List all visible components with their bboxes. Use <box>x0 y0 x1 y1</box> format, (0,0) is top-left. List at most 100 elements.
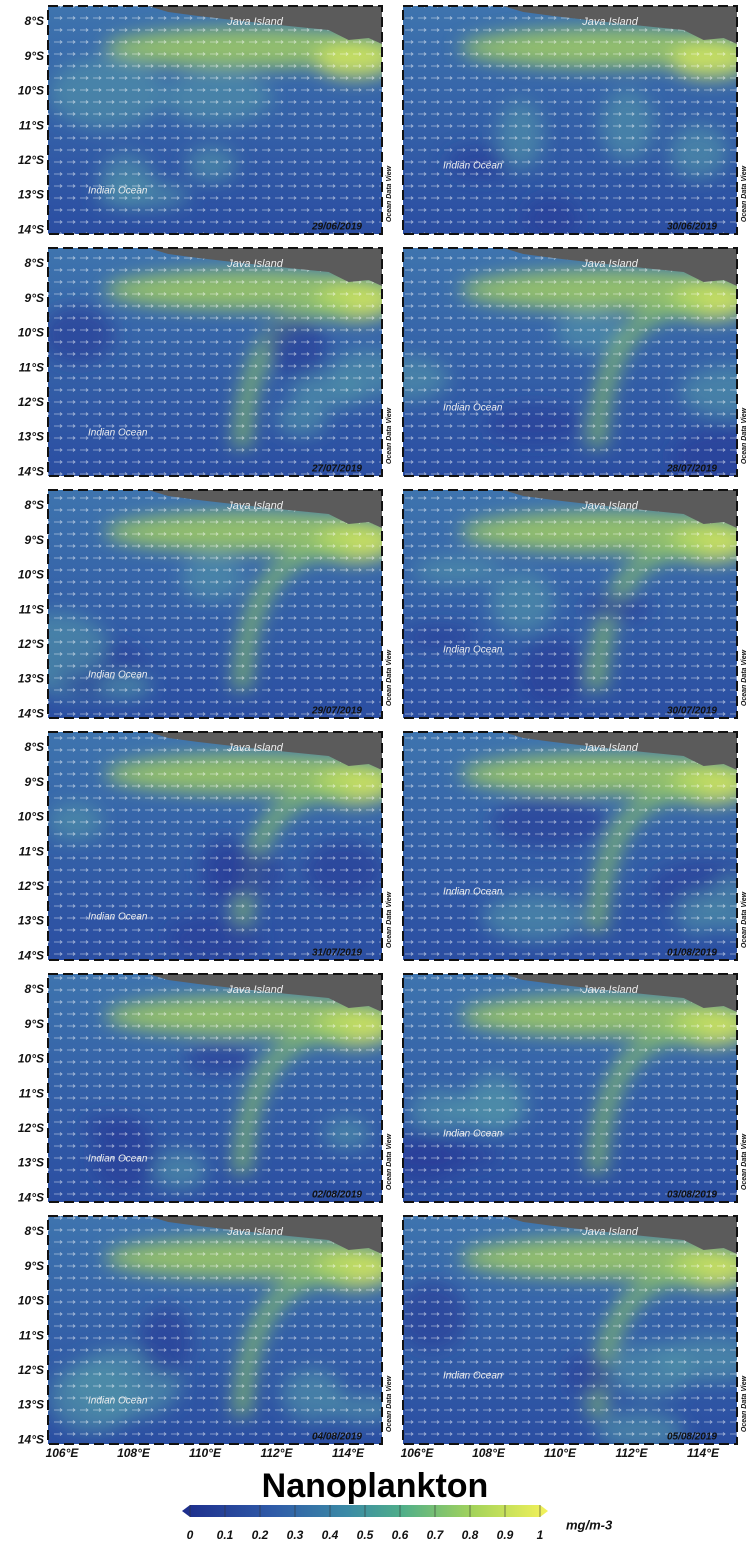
panel-frame <box>47 1215 383 1445</box>
lat-label: 14°S <box>18 464 44 478</box>
credit-label: Ocean Data View <box>741 1133 746 1190</box>
lat-label: 8°S <box>25 256 44 270</box>
panel-frame <box>402 731 738 961</box>
current-vectors <box>48 490 382 718</box>
date-label: 04/08/2019 <box>312 1432 362 1443</box>
panel-frame <box>47 5 383 235</box>
colorbar-tick-label: 0.9 <box>497 1528 514 1542</box>
ocean-label: Indian Ocean <box>88 1396 148 1407</box>
lat-label: 8°S <box>25 982 44 996</box>
lon-label: 112°E <box>616 1446 649 1460</box>
java-island <box>503 974 737 1012</box>
ocean-label: Indian Ocean <box>443 645 503 656</box>
lon-label: 108°E <box>472 1446 506 1460</box>
lon-label: 106°E <box>401 1446 435 1460</box>
java-island <box>503 6 737 44</box>
lat-label: 9°S <box>25 1017 44 1031</box>
map-panel <box>48 974 382 1202</box>
lat-label: 13°S <box>18 1156 44 1170</box>
current-vectors <box>403 1216 737 1444</box>
ocean-label: Indian Ocean <box>443 887 503 898</box>
map-panel <box>403 6 737 234</box>
lon-label: 112°E <box>261 1446 294 1460</box>
lat-label: 14°S <box>18 706 44 720</box>
colorbar-tick-label: 0 <box>187 1528 194 1542</box>
lat-label: 11°S <box>19 1086 44 1100</box>
credit-label: Ocean Data View <box>386 1133 393 1190</box>
date-label: 30/06/2019 <box>667 222 717 233</box>
land-label: Java Island <box>226 984 284 996</box>
date-label: 28/07/2019 <box>666 464 717 475</box>
panel-frame <box>402 247 738 477</box>
current-vectors <box>403 974 737 1202</box>
lat-label: 14°S <box>18 222 44 236</box>
current-vectors <box>48 248 382 476</box>
map-panel <box>403 490 737 718</box>
land-label: Java Island <box>581 16 639 28</box>
land-label: Java Island <box>581 742 639 754</box>
lat-label: 9°S <box>25 291 44 305</box>
map-panel <box>48 248 382 476</box>
lat-label: 12°S <box>18 153 44 167</box>
colorbar-title: Nanoplankton <box>262 1467 489 1505</box>
java-island <box>503 490 737 528</box>
lat-label: 10°S <box>18 84 44 98</box>
credit-label: Ocean Data View <box>386 649 393 706</box>
lat-label: 11°S <box>19 118 44 132</box>
current-vectors <box>48 974 382 1202</box>
lat-label: 8°S <box>25 740 44 754</box>
colorbar-tick-label: 0.7 <box>427 1528 445 1542</box>
ocean-label: Indian Ocean <box>88 912 148 923</box>
ocean-label: Indian Ocean <box>443 1371 503 1382</box>
lat-label: 13°S <box>18 430 44 444</box>
colorbar-tick-label: 0.5 <box>357 1528 374 1542</box>
lat-label: 9°S <box>25 1259 44 1273</box>
colorbar-tick-label: 0.4 <box>322 1528 339 1542</box>
java-island <box>503 732 737 770</box>
current-vectors <box>48 732 382 960</box>
land-label: Java Island <box>226 1226 284 1238</box>
current-vectors <box>48 6 382 234</box>
date-label: 05/08/2019 <box>667 1432 717 1443</box>
lon-label: 110°E <box>544 1446 577 1460</box>
panel-frame <box>47 731 383 961</box>
credit-label: Ocean Data View <box>741 1375 746 1432</box>
credit-label: Ocean Data View <box>741 891 746 948</box>
lat-label: 12°S <box>18 395 44 409</box>
map-panel <box>48 732 382 960</box>
date-label: 27/07/2019 <box>311 464 362 475</box>
ocean-label: Indian Ocean <box>88 1154 148 1165</box>
lat-label: 11°S <box>19 1328 44 1342</box>
lat-label: 14°S <box>18 1432 44 1446</box>
ocean-label: Indian Ocean <box>88 186 148 197</box>
land-label: Java Island <box>226 742 284 754</box>
colorbar-tick-label: 0.8 <box>462 1528 479 1542</box>
lat-label: 10°S <box>18 1294 44 1308</box>
date-label: 01/08/2019 <box>667 948 717 959</box>
java-island <box>148 974 382 1012</box>
map-panel <box>403 248 737 476</box>
land-label: Java Island <box>226 16 284 28</box>
date-label: 02/08/2019 <box>312 1190 362 1201</box>
panel-frame <box>402 489 738 719</box>
lon-label: 114°E <box>332 1446 365 1460</box>
lat-label: 10°S <box>18 810 44 824</box>
credit-label: Ocean Data View <box>386 407 393 464</box>
colorbar-tick-label: 1 <box>537 1528 544 1542</box>
lat-label: 13°S <box>18 672 44 686</box>
panel-frame <box>47 973 383 1203</box>
colorbar-tick-label: 0.6 <box>392 1528 409 1542</box>
lat-label: 8°S <box>25 14 44 28</box>
credit-label: Ocean Data View <box>386 891 393 948</box>
java-island <box>503 248 737 286</box>
map-panel <box>403 974 737 1202</box>
lon-label: 108°E <box>117 1446 151 1460</box>
ocean-label: Indian Ocean <box>88 428 148 439</box>
lat-label: 11°S <box>19 602 44 616</box>
land-label: Java Island <box>226 500 284 512</box>
map-panel <box>48 1216 382 1444</box>
credit-label: Ocean Data View <box>741 649 746 706</box>
lat-label: 10°S <box>18 568 44 582</box>
lat-label: 13°S <box>18 1398 44 1412</box>
lat-label: 14°S <box>18 1190 44 1204</box>
